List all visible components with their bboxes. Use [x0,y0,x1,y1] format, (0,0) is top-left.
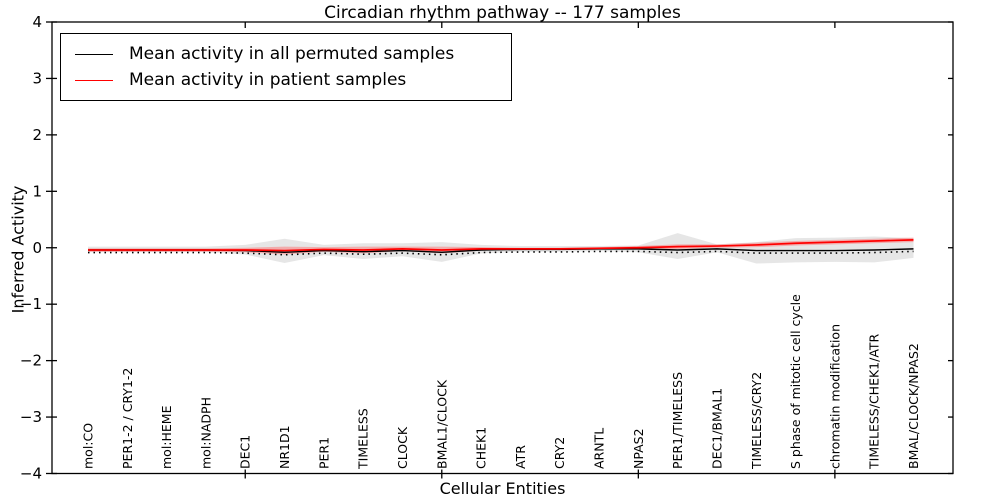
x-tick-label: PER1-2 / CRY1-2 [120,368,135,469]
y-tick-label: 1 [32,182,42,200]
x-tick-label: S phase of mitotic cell cycle [788,294,803,469]
x-tick-label: CHEK1 [474,427,489,469]
x-axis-label: Cellular Entities [439,479,566,498]
x-tick-label: CRY2 [552,437,567,469]
y-tick-label: −1 [20,295,42,313]
x-tick-label: TIMELESS [356,408,371,470]
legend-label-patient: Mean activity in patient samples [129,70,407,90]
y-tick-label: 2 [32,126,42,144]
y-tick-label: 0 [32,239,42,257]
x-tick-label: mol:HEME [159,405,174,469]
legend-entry-permuted: Mean activity in all permuted samples [75,41,501,67]
chart-title: Circadian rhythm pathway -- 177 samples [324,3,681,23]
x-tick-label: mol:NADPH [198,397,213,469]
x-tick-label: BMAL1/CLOCK [434,379,449,469]
x-tick-label: ATR [513,445,528,469]
x-tick-label: ARNTL [592,428,607,469]
x-tick-label: BMAL/CLOCK/NPAS2 [906,343,921,469]
patient-mean-line [88,238,914,252]
y-tick-label: −2 [20,352,42,370]
legend: Mean activity in all permuted samples Me… [60,33,512,101]
y-tick-label: −3 [20,408,42,426]
patient-line-swatch [75,79,113,81]
x-tick-label: mol:CO [81,423,96,469]
permuted-line-swatch [75,53,113,55]
x-tick-label: DEC1 [238,435,253,469]
x-tick-label: TIMELESS/CHEK1/ATR [867,333,882,470]
permuted-dotted-line [88,250,914,256]
y-tick-label: −4 [20,465,42,483]
x-tick-label: TIMELESS/CRY2 [749,372,764,470]
x-tick-label: chromatin modification [827,324,842,469]
x-tick-label: NR1D1 [277,425,292,469]
y-tick-label: 3 [32,69,42,87]
legend-label-permuted: Mean activity in all permuted samples [129,44,455,64]
x-tick-label: NPAS2 [631,428,646,469]
x-tick-label: CLOCK [395,426,410,469]
y-tick-label: 4 [32,13,42,31]
x-tick-label: PER1/TIMELESS [670,372,685,469]
x-tick-label: PER1 [316,437,331,469]
legend-entry-patient: Mean activity in patient samples [75,67,501,93]
x-tick-label: DEC1/BMAL1 [709,388,724,469]
